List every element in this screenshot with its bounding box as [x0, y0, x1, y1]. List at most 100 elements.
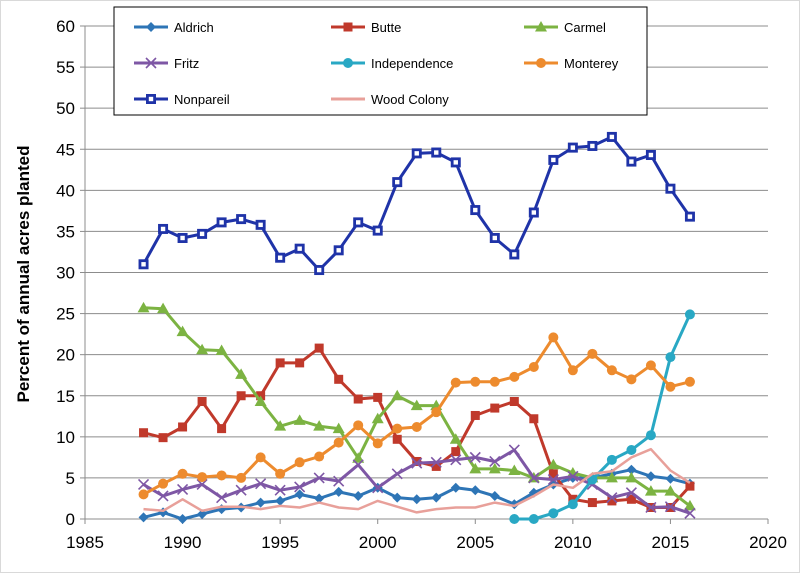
point-nonpareil-2006-inner — [492, 235, 497, 241]
point-independence-2016 — [684, 309, 695, 320]
point-butte-1992 — [217, 424, 227, 434]
y-tick-labels: 0 5 10 15 20 25 30 35 40 45 50 55 60 — [56, 17, 75, 529]
point-monterey-2004 — [450, 377, 461, 388]
point-fritz-2001 — [391, 468, 403, 480]
point-carmel-2009 — [547, 458, 560, 470]
point-carmel-2001 — [391, 389, 404, 401]
legend-label-fritz: Fritz — [174, 56, 199, 71]
point-fritz-2008 — [528, 472, 540, 484]
point-fritz-2015 — [664, 501, 676, 513]
x-tick-label-2010: 2010 — [554, 533, 592, 552]
point-carmel-2013 — [625, 471, 638, 483]
point-fritz-2010 — [567, 470, 579, 482]
point-carmel-2002 — [410, 399, 423, 411]
point-monterey-2005 — [470, 376, 481, 387]
point-independence-2015 — [665, 352, 676, 363]
legend-label-wood-colony: Wood Colony — [371, 92, 449, 107]
point-carmel-1990 — [176, 325, 189, 337]
x-tick-label-2005: 2005 — [456, 533, 494, 552]
point-fritz-2013 — [625, 487, 637, 499]
point-carmel-1998 — [332, 422, 345, 434]
point-butte-2003 — [431, 461, 441, 471]
series-fritz — [137, 444, 696, 519]
point-butte-1997 — [314, 343, 324, 353]
point-aldrich-1998 — [333, 486, 344, 497]
point-monterey-2016 — [684, 376, 695, 387]
point-nonpareil-1991-inner — [199, 231, 205, 237]
point-butte-1989 — [158, 433, 168, 443]
point-nonpareil-1992-inner — [219, 220, 224, 225]
point-butte-1990 — [178, 422, 188, 432]
series-butte — [139, 343, 695, 512]
series-monterey — [138, 332, 695, 500]
y-tick-label-0: 0 — [66, 510, 75, 529]
point-carmel-1993 — [235, 368, 248, 379]
legend-label-monterey: Monterey — [564, 56, 619, 71]
point-aldrich-2014 — [645, 471, 656, 482]
point-monterey-2010 — [567, 365, 578, 376]
point-nonpareil-2016-inner — [687, 214, 693, 219]
point-aldrich-1988 — [138, 512, 149, 523]
point-nonpareil-2014-inner — [648, 152, 654, 158]
point-nonpareil-1993-inner — [238, 216, 244, 222]
point-carmel-1992 — [215, 344, 228, 356]
point-carmel-2014 — [644, 485, 657, 496]
point-monterey-1995 — [275, 468, 286, 479]
legend-box — [113, 6, 648, 116]
point-fritz-2002 — [411, 457, 423, 469]
point-carmel-2016 — [683, 499, 696, 511]
point-fritz-2005 — [469, 451, 481, 463]
point-fritz-1994 — [255, 478, 267, 490]
point-butte-2007 — [509, 397, 519, 407]
point-carmel-1997 — [313, 420, 326, 431]
point-carmel-2010 — [566, 466, 579, 478]
point-fritz-2004 — [450, 454, 462, 466]
point-butte-2008 — [529, 414, 539, 424]
point-nonpareil-2011-inner — [590, 143, 595, 149]
point-carmel-1999 — [352, 452, 365, 463]
point-monterey-2007 — [509, 371, 520, 382]
legend-item-butte: Butte — [331, 20, 401, 35]
point-butte-1991 — [197, 397, 207, 407]
point-aldrich-2006 — [489, 490, 500, 501]
legend-label-nonpareil: Nonpareil — [174, 92, 230, 107]
point-carmel-1995 — [274, 420, 287, 431]
point-fritz-2000 — [372, 482, 384, 494]
point-nonpareil-1988-inner — [141, 262, 146, 267]
point-carmel-1991 — [196, 343, 209, 355]
point-nonpareil-2008-inner — [531, 210, 537, 215]
point-carmel-1989 — [157, 302, 170, 314]
legend-marker-carmel — [535, 21, 547, 32]
point-monterey-2001 — [392, 423, 403, 434]
point-fritz-2003 — [430, 456, 442, 468]
point-nonpareil-1998-inner — [336, 248, 341, 253]
point-nonpareil-2004-inner — [453, 160, 458, 165]
point-butte-2004 — [451, 447, 461, 457]
legend-label-carmel: Carmel — [564, 20, 606, 35]
legend-item-nonpareil: Nonpareil — [134, 92, 230, 107]
point-nonpareil-2003-inner — [434, 150, 439, 155]
point-butte-2009 — [548, 469, 558, 479]
series-independence — [509, 309, 695, 524]
point-carmel-2000 — [371, 412, 384, 424]
point-fritz-1995 — [274, 484, 286, 496]
point-monterey-1997 — [314, 451, 325, 462]
legend-item-wood-colony: Wood Colony — [331, 92, 449, 107]
point-nonpareil-2015-inner — [668, 186, 673, 191]
point-nonpareil-2000-inner — [375, 228, 380, 233]
point-monterey-2014 — [645, 360, 656, 371]
y-tick-label-45: 45 — [56, 140, 75, 159]
x-tick-label-2015: 2015 — [652, 533, 690, 552]
point-monterey-2000 — [372, 438, 383, 449]
point-butte-1996 — [295, 358, 305, 368]
point-butte-1993 — [236, 391, 246, 401]
legend-item-fritz: Fritz — [134, 56, 199, 71]
point-monterey-1988 — [138, 489, 149, 500]
point-fritz-2006 — [489, 455, 501, 468]
point-aldrich-2004 — [450, 482, 461, 493]
point-monterey-2015 — [665, 381, 676, 392]
y-tick-label-50: 50 — [56, 99, 75, 118]
point-monterey-1992 — [216, 470, 227, 481]
point-monterey-2011 — [587, 348, 598, 359]
